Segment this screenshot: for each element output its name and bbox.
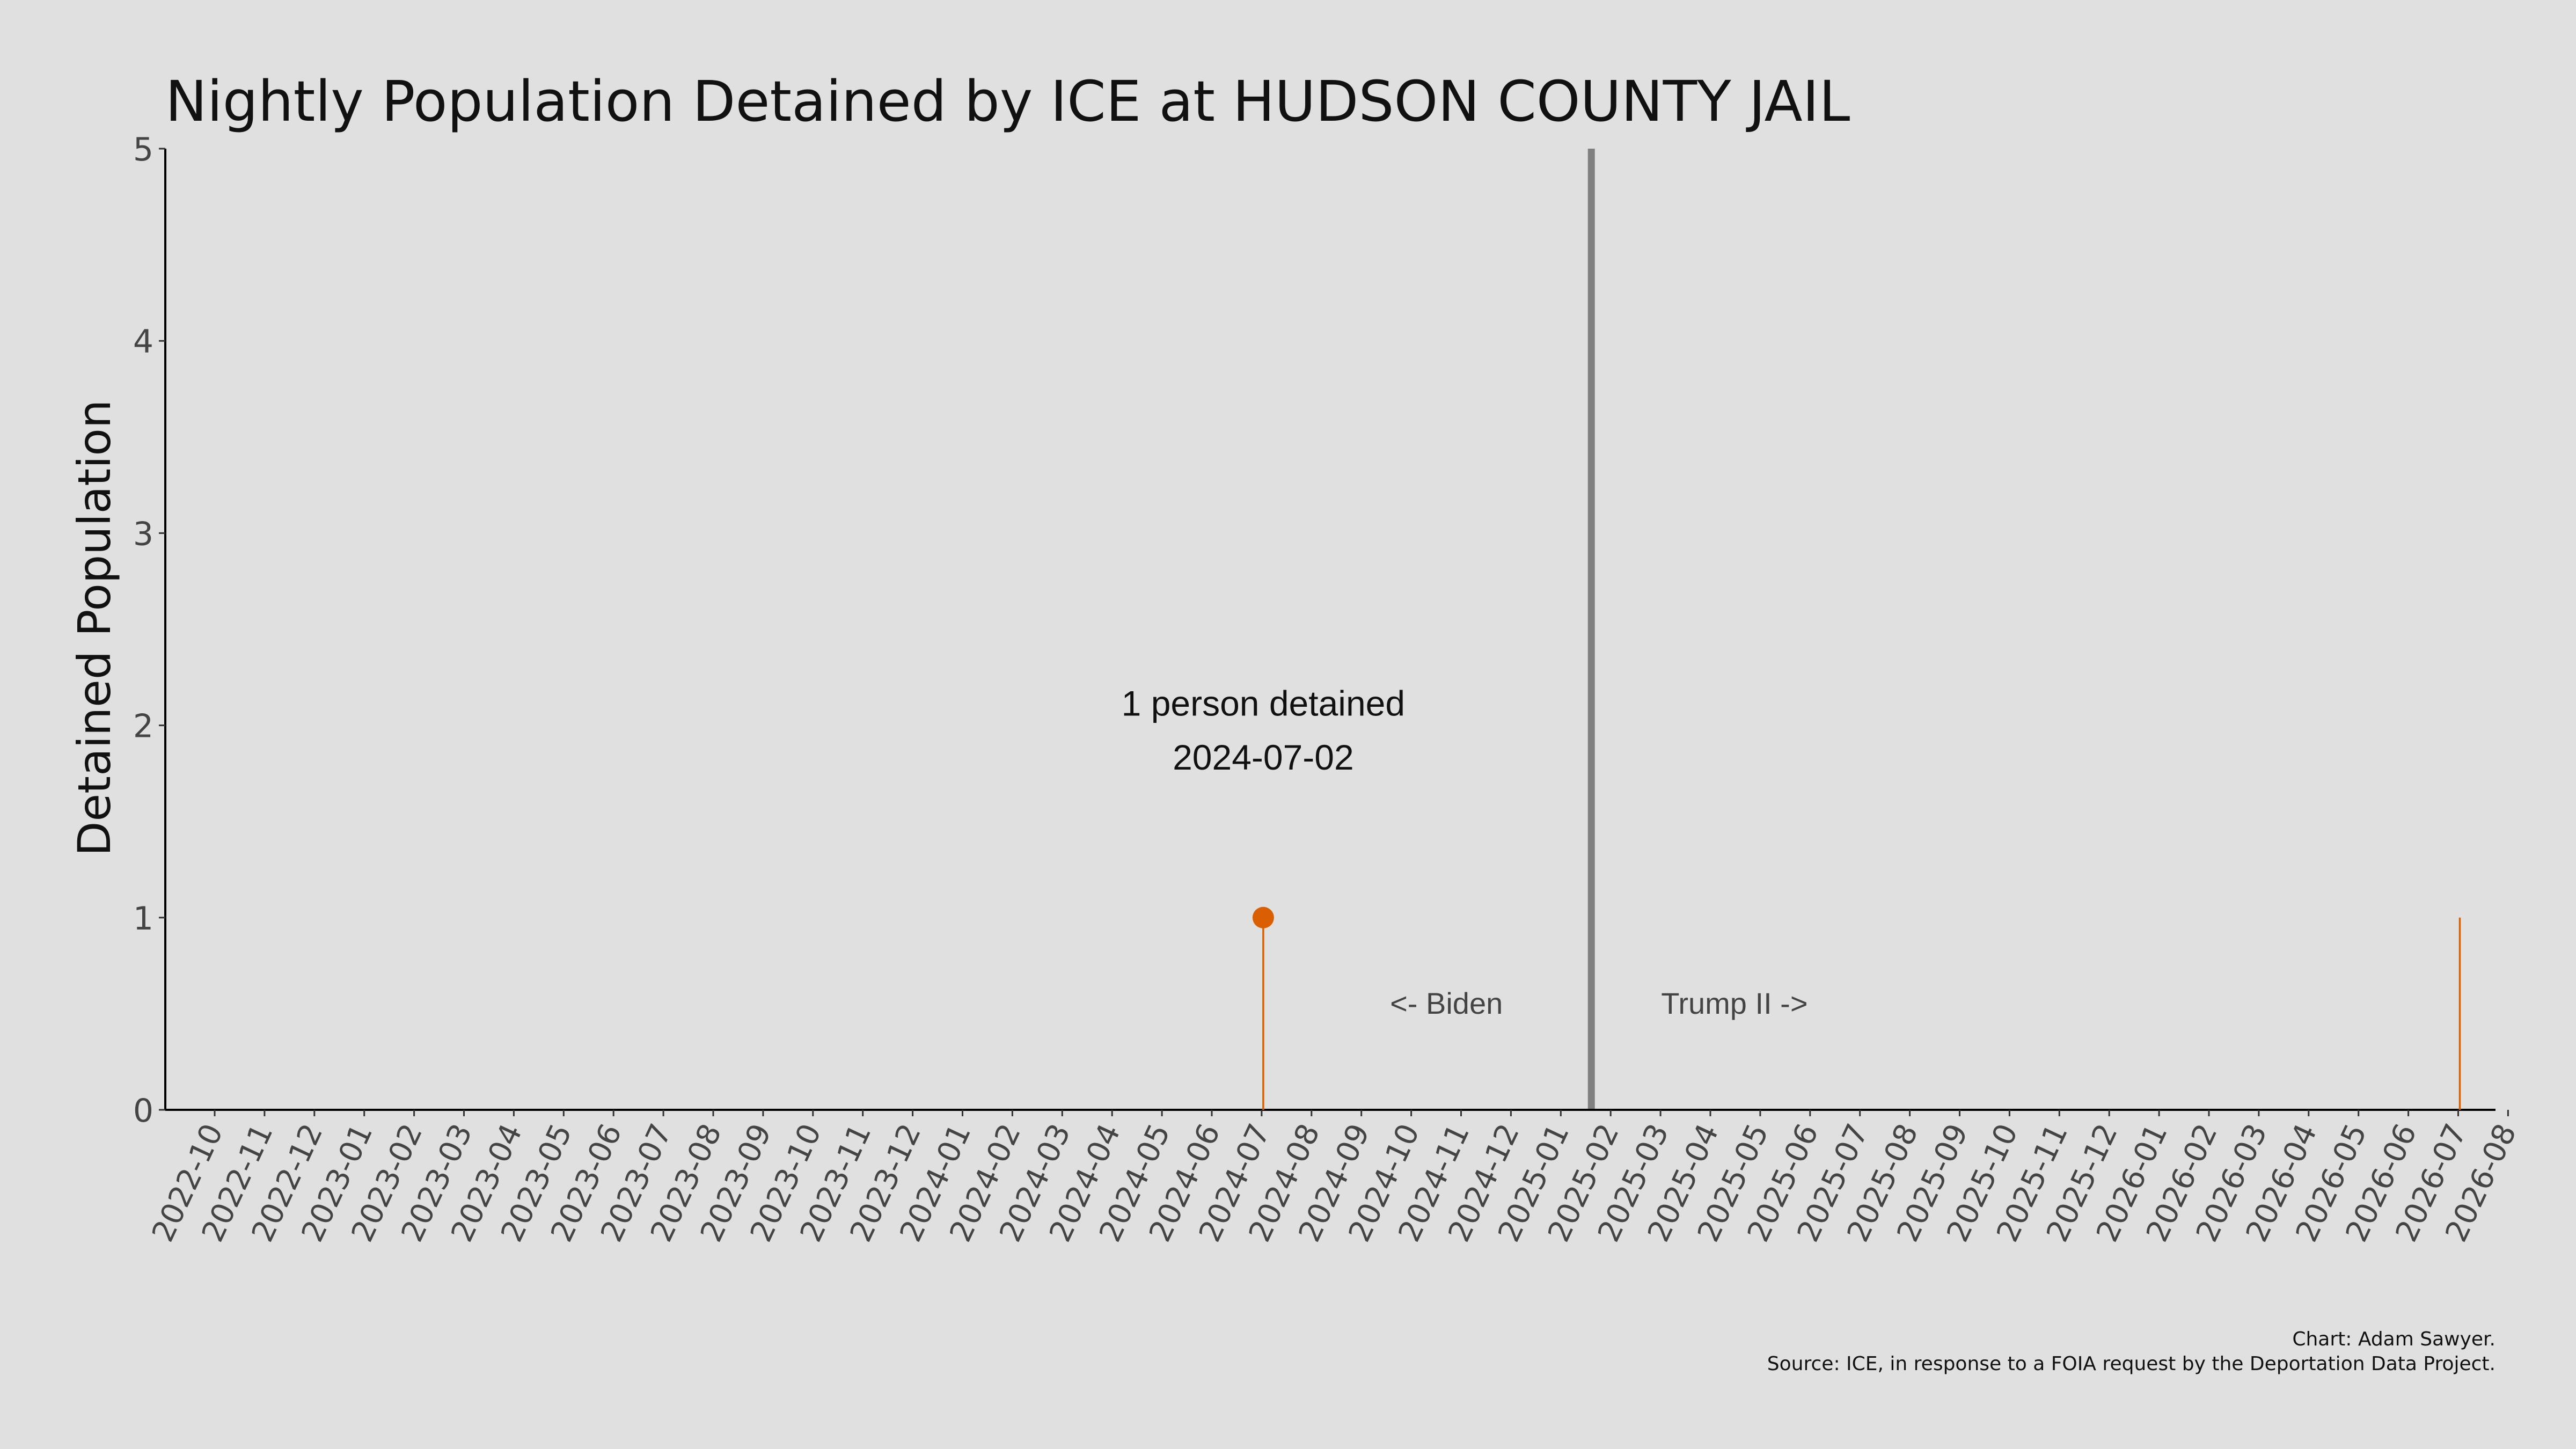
marks xyxy=(1252,906,2461,1110)
y-tick-label: 1 xyxy=(133,900,153,938)
y-axis-label: Detained Population xyxy=(68,400,121,856)
y-ticks: 0 1 2 3 4 5 xyxy=(133,131,165,1130)
chart-title: Nightly Population Detained by ICE at HU… xyxy=(165,69,1850,134)
biden-label: <- Biden xyxy=(1390,986,1503,1020)
annotation-line2: 2024-07-02 xyxy=(1173,737,1354,777)
y-tick-label: 4 xyxy=(133,323,153,361)
y-tick-label: 3 xyxy=(133,515,153,553)
credit-line2: Source: ICE, in response to a FOIA reque… xyxy=(1767,1353,2496,1375)
trump-label: Trump II -> xyxy=(1661,986,1807,1020)
y-tick-label: 5 xyxy=(133,131,153,169)
x-ticks: 2022-102022-112022-122023-012023-022023-… xyxy=(145,1110,2523,1247)
y-tick-label: 2 xyxy=(133,708,153,745)
annotation-line1: 1 person detained xyxy=(1122,684,1405,723)
y-tick-label: 0 xyxy=(133,1092,153,1130)
axes xyxy=(164,149,2496,1111)
credit-line1: Chart: Adam Sawyer. xyxy=(2292,1328,2496,1350)
highlight-point xyxy=(1252,906,1274,928)
